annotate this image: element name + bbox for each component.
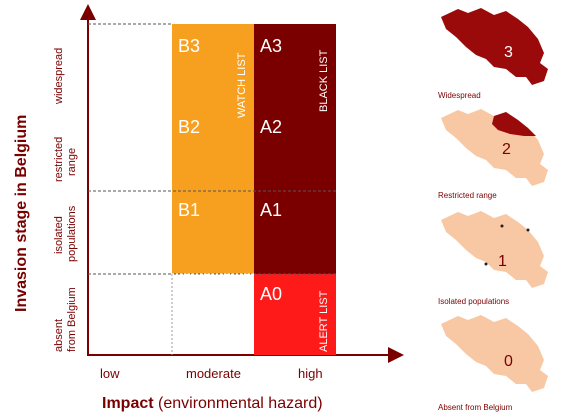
map-isolated-caption: Isolated populations — [438, 297, 509, 306]
map-restricted-caption: Restricted range — [438, 191, 497, 200]
row-label-widespread: widespread — [53, 48, 65, 105]
map-isolated-shape — [441, 211, 548, 288]
row-label-restricted-2: range — [66, 148, 78, 176]
map-isolated-dot-3 — [484, 262, 488, 266]
black-list-block — [254, 24, 336, 274]
row-label-restricted-1: restricted — [53, 137, 65, 182]
map-isolated: 1 — [441, 211, 548, 288]
cell-b2: B2 — [178, 117, 200, 137]
cell-b1: B1 — [178, 200, 200, 220]
cell-a2: A2 — [260, 117, 282, 137]
map-restricted: 2 — [441, 109, 548, 186]
map-widespread-shape — [441, 8, 548, 85]
row-label-isolated-1: isolated — [53, 216, 65, 254]
y-axis-title: Invasion stage in Belgium — [13, 115, 30, 312]
x-axis-title-rest: (environmental hazard) — [154, 395, 323, 412]
row-label-absent-1: absent — [53, 319, 65, 352]
row-label-absent-2: from Belgium — [66, 287, 78, 352]
cell-a3: A3 — [260, 36, 282, 56]
alert-list-label: ALERT LIST — [318, 290, 330, 352]
map-isolated-dot-2 — [526, 228, 530, 232]
watch-list-block — [172, 24, 254, 274]
map-isolated-number: 1 — [498, 253, 507, 270]
cell-b3: B3 — [178, 36, 200, 56]
x-axis-title: Impact (environmental hazard) — [102, 395, 323, 412]
col-label-moderate: moderate — [186, 366, 241, 381]
map-isolated-dot-1 — [500, 224, 504, 228]
map-absent-shape — [441, 315, 548, 392]
map-restricted-area — [492, 112, 536, 136]
map-widespread-number: 3 — [504, 44, 513, 61]
x-axis-title-bold: Impact — [102, 395, 154, 412]
map-restricted-number: 2 — [502, 141, 511, 158]
map-widespread: 3 — [441, 8, 548, 85]
cell-a0: A0 — [260, 284, 282, 304]
col-label-low: low — [100, 366, 120, 381]
cell-a1: A1 — [260, 200, 282, 220]
map-absent: 0 — [441, 315, 548, 392]
map-absent-caption: Absent from Belgium — [438, 403, 513, 412]
black-list-label: BLACK LIST — [318, 49, 330, 112]
watch-list-label: WATCH LIST — [236, 52, 248, 118]
alert-list-block — [254, 274, 336, 355]
col-label-high: high — [298, 366, 323, 381]
row-label-isolated-2: populations — [66, 205, 78, 262]
map-widespread-caption: Widespread — [438, 91, 481, 100]
map-absent-number: 0 — [504, 353, 513, 370]
